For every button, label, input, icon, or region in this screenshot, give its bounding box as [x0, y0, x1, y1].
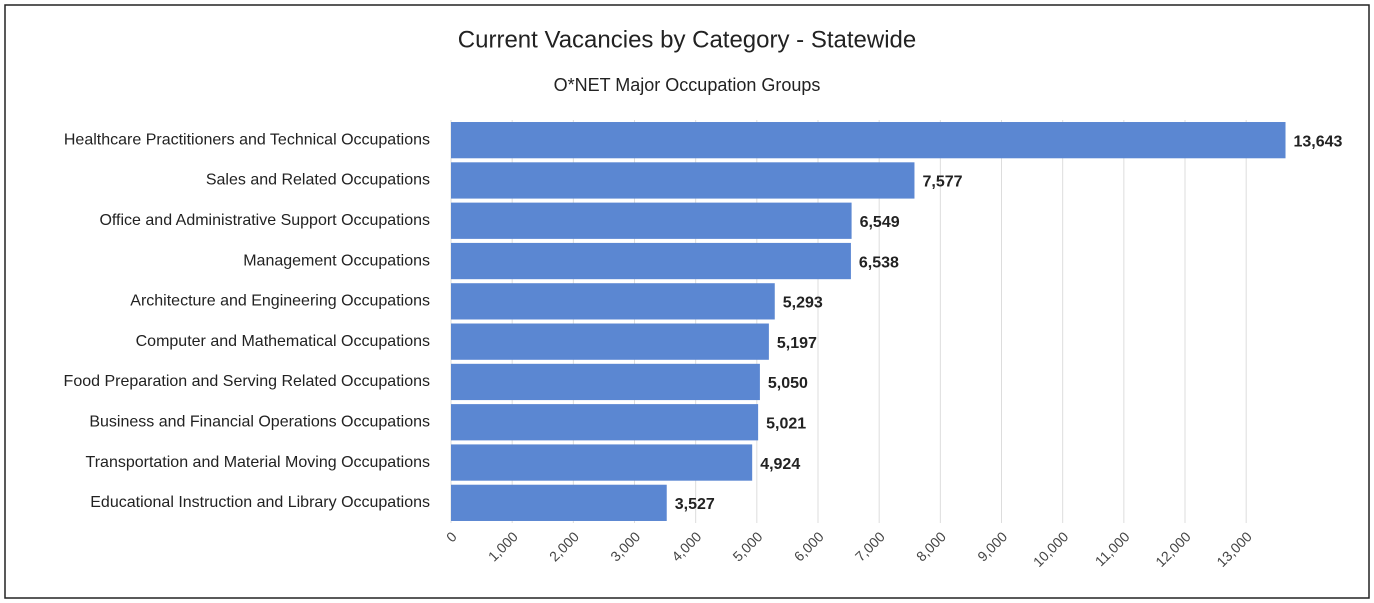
y-tick-label: Computer and Mathematical Occupations [136, 333, 430, 350]
y-tick-label: Transportation and Material Moving Occup… [86, 454, 430, 471]
data-label: 6,538 [859, 254, 899, 271]
bar [451, 122, 1286, 159]
bar [451, 444, 753, 481]
y-tick-label: Educational Instruction and Library Occu… [90, 494, 430, 511]
data-label: 4,924 [760, 456, 800, 473]
y-tick-label: Business and Financial Operations Occupa… [89, 413, 430, 430]
bar [451, 242, 851, 280]
bar [451, 202, 852, 239]
data-label: 5,021 [766, 415, 806, 432]
data-label: 7,577 [922, 174, 962, 191]
y-tick-label: Healthcare Practitioners and Technical O… [64, 131, 430, 148]
y-tick-label: Architecture and Engineering Occupations [130, 293, 430, 310]
bar [451, 162, 915, 199]
data-label: 5,197 [777, 335, 817, 352]
data-label: 6,549 [860, 214, 900, 231]
data-label: 13,643 [1294, 133, 1343, 150]
bar [451, 484, 667, 521]
data-label: 5,050 [768, 375, 808, 392]
y-tick-label: Office and Administrative Support Occupa… [99, 212, 430, 229]
chart-title: Current Vacancies by Category - Statewid… [458, 26, 916, 53]
y-tick-label: Sales and Related Occupations [206, 172, 430, 189]
y-tick-label: Management Occupations [243, 252, 430, 269]
chart-subtitle: O*NET Major Occupation Groups [554, 75, 821, 95]
data-label: 3,527 [675, 496, 715, 513]
bar [451, 283, 775, 320]
bar [451, 363, 760, 401]
bar [451, 323, 769, 360]
y-tick-label: Food Preparation and Serving Related Occ… [64, 373, 430, 390]
bar [451, 404, 759, 441]
data-label: 5,293 [783, 295, 823, 312]
